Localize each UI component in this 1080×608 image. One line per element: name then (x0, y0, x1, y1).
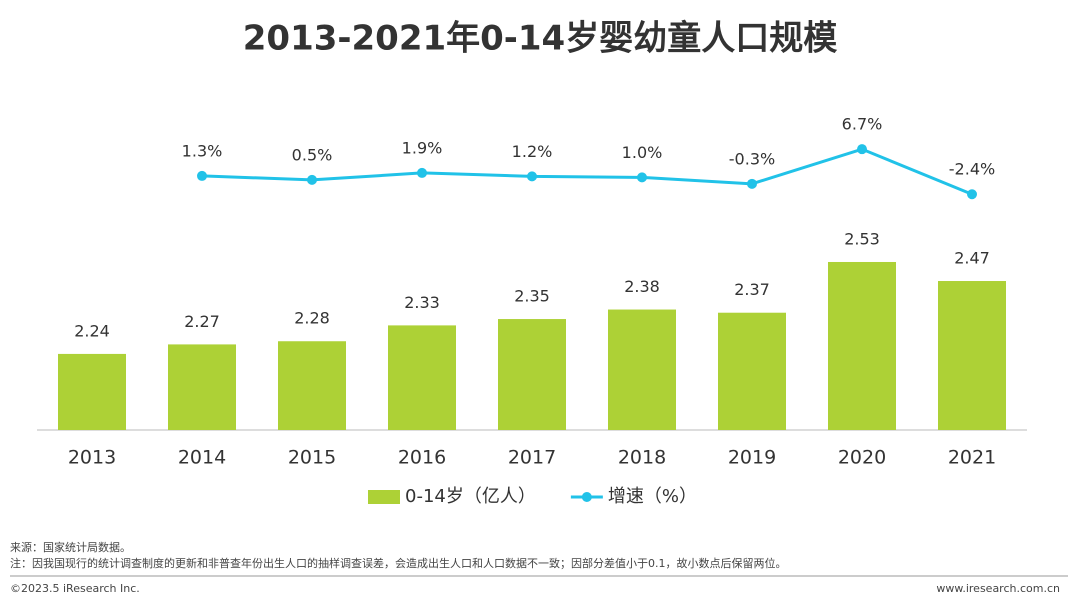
data-label: 1.2% (512, 142, 553, 161)
x-tick-label: 2013 (68, 447, 116, 469)
line (201, 147, 973, 196)
data-label: -2.4% (949, 160, 995, 179)
data-label: 2.38 (624, 277, 660, 296)
x-tick-label: 2019 (728, 447, 776, 469)
bar (278, 341, 346, 430)
line-point (197, 170, 207, 181)
legend-swatch (581, 492, 592, 502)
x-tick-label: 2014 (178, 447, 226, 469)
source: 来源：国家统计局数据。 (10, 540, 131, 554)
data-label: 2.47 (954, 249, 990, 268)
x-tick-label: 2016 (398, 447, 446, 469)
website: www.iresearch.com.cn (936, 582, 1060, 595)
data-label: -0.3% (729, 149, 775, 168)
x-tick-label: 2020 (838, 447, 886, 469)
data-label: 6.7% (842, 115, 883, 134)
data-label: 2.35 (514, 287, 550, 306)
note: 注：因我国现行的统计调查制度的更新和非普查年份出生人口的抽样调查误差，会造成出生… (10, 556, 787, 570)
bar (58, 353, 126, 430)
line-point (527, 171, 537, 182)
legend-label: 增速（%） (608, 486, 697, 507)
data-label: 1.9% (402, 138, 443, 157)
bar (718, 312, 786, 430)
data-label: 0.5% (292, 145, 333, 164)
bar (938, 281, 1006, 430)
line-point (637, 172, 647, 183)
data-label: 2.33 (404, 293, 440, 312)
bar (168, 344, 236, 430)
x-tick-label: 2021 (948, 447, 996, 469)
legend-swatch (368, 490, 400, 504)
data-label: 2.37 (734, 280, 770, 299)
x-tick-label: 2015 (288, 447, 336, 469)
line-point (417, 167, 427, 178)
line-point (857, 144, 867, 155)
bar (608, 309, 676, 430)
copyright: ©2023.5 iResearch Inc. (10, 582, 140, 595)
bar (828, 261, 896, 430)
data-label: 2.27 (184, 312, 220, 331)
data-label: 2.28 (294, 309, 330, 328)
legend-label: 0-14岁（亿人） (405, 486, 536, 507)
data-label: 2.24 (74, 321, 110, 340)
bar (498, 319, 566, 430)
x-tick-label: 2017 (508, 447, 556, 469)
data-label: 1.3% (182, 141, 223, 160)
line-point (307, 174, 317, 185)
line-point (967, 189, 977, 200)
data-label: 2.53 (844, 229, 880, 248)
data-label: 1.0% (622, 143, 663, 162)
x-tick-label: 2018 (618, 447, 666, 469)
line-point (747, 178, 757, 189)
chart-title: 2013-2021年0-14岁婴幼童人口规模 (243, 19, 837, 59)
bar (388, 325, 456, 430)
